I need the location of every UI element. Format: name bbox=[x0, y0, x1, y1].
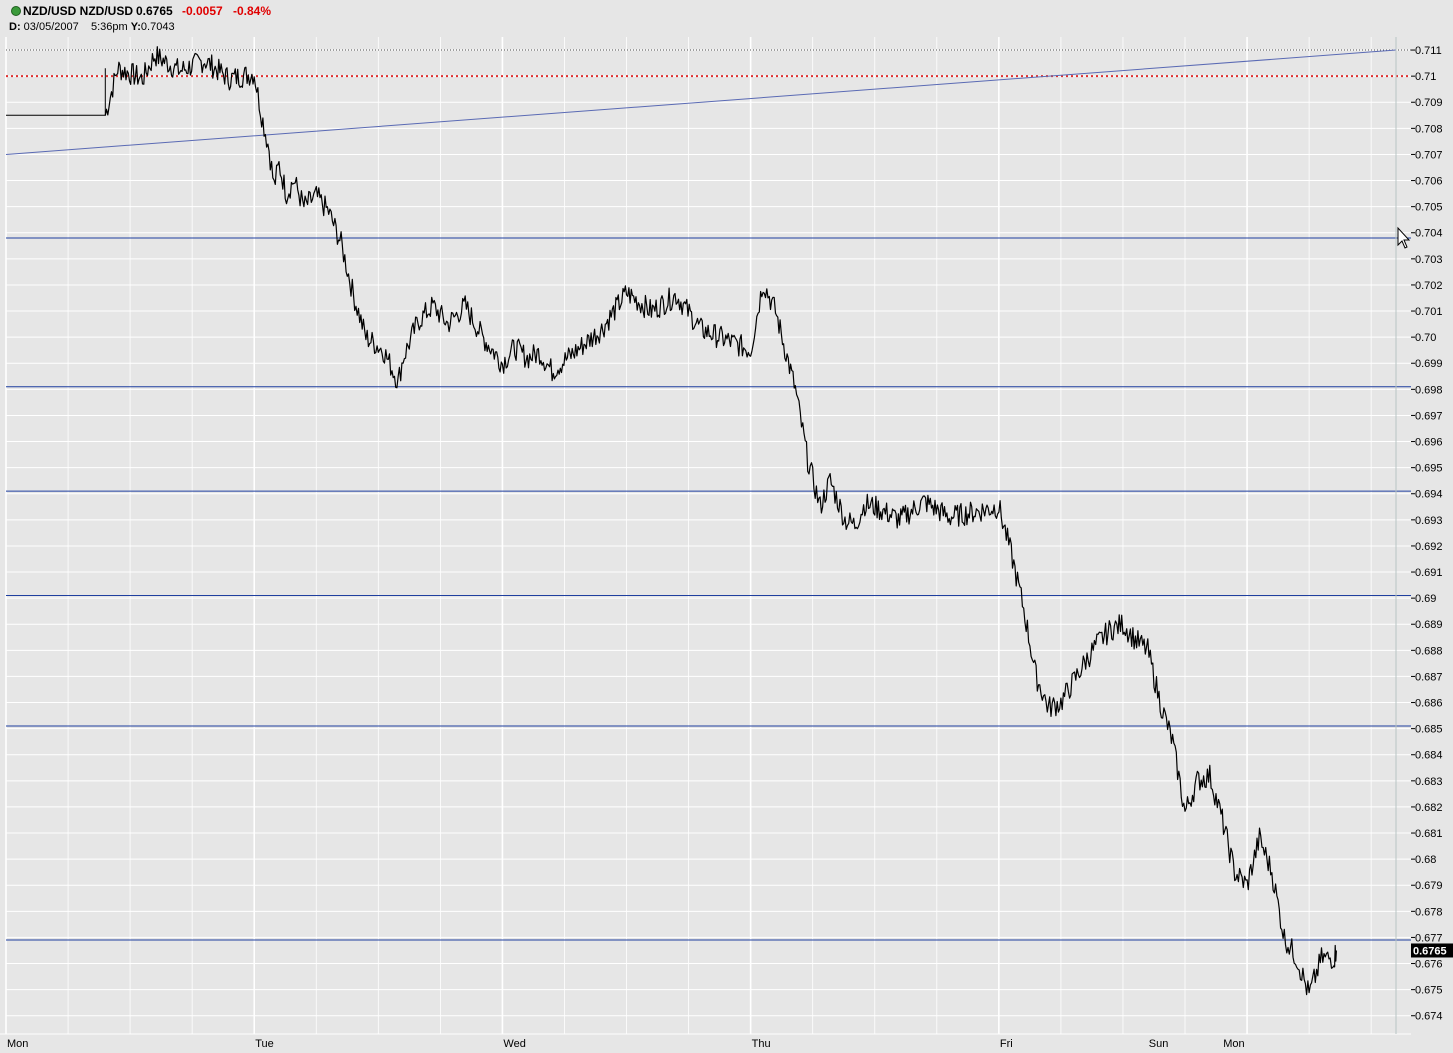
y-tick-label: 0.696 bbox=[1415, 437, 1443, 449]
y-tick-label: 0.706 bbox=[1415, 176, 1443, 188]
y-tick-label: 0.695 bbox=[1415, 463, 1443, 475]
y-tick-label: 0.711 bbox=[1415, 45, 1442, 57]
y-tick-label: 0.679 bbox=[1415, 880, 1443, 892]
cursor-info-line: D: 03/05/2007 5:36pm Y:0.7043 bbox=[9, 21, 175, 33]
chart-header: NZD/USD NZD/USD 0.6765 -0.0057 -0.84% D:… bbox=[0, 0, 1453, 37]
y-tick-label: 0.709 bbox=[1415, 97, 1443, 109]
symbol-label: NZD/USD NZD/USD bbox=[23, 4, 133, 18]
date-label: D: bbox=[9, 21, 21, 33]
last-price: 0.6765 bbox=[136, 4, 173, 18]
pct-change: -0.84% bbox=[233, 4, 272, 18]
y-tick-label: 0.693 bbox=[1415, 515, 1443, 527]
current-value-box bbox=[1411, 943, 1453, 958]
y-tick-label: 0.686 bbox=[1415, 698, 1443, 710]
trendline bbox=[5, 49, 1397, 155]
y-tick-label: 0.697 bbox=[1415, 410, 1443, 422]
y-axis: 0.711 0.71 0.709 0.708 0.707 0.706 0.705 0.704 0… bbox=[1411, 45, 1453, 1023]
horizontal-lines bbox=[5, 49, 1411, 941]
y-tick-label: 0.705 bbox=[1415, 202, 1443, 214]
y-tick-label: 0.694 bbox=[1415, 489, 1443, 501]
price-series bbox=[104, 46, 1337, 996]
y-tick-label: 0.704 bbox=[1415, 228, 1443, 240]
y-tick-label: 0.676 bbox=[1415, 959, 1443, 971]
y-tick-label: 0.707 bbox=[1415, 149, 1443, 161]
y-tick-label: 0.691 bbox=[1415, 567, 1443, 579]
price-line bbox=[104, 46, 1337, 996]
net-change: -0.0057 bbox=[182, 4, 223, 18]
y-tick-label: 0.681 bbox=[1415, 828, 1443, 840]
y-tick-label: 0.674 bbox=[1415, 1011, 1443, 1023]
x-axis-band bbox=[0, 1034, 1453, 1053]
y-tick-label: 0.698 bbox=[1415, 384, 1443, 396]
x-tick-label: Mon bbox=[7, 1038, 28, 1050]
y-tick-label: 0.71 bbox=[1415, 71, 1436, 83]
y-tick-label: 0.678 bbox=[1415, 906, 1443, 918]
y-tick-label: 0.68 bbox=[1415, 854, 1436, 866]
plot-area[interactable] bbox=[6, 37, 1411, 1034]
y-tick-label: 0.703 bbox=[1415, 254, 1443, 266]
x-axis: Mon Tue Wed Thu Fri Sun Mon bbox=[0, 1033, 1453, 1053]
y-tick-label: 0.682 bbox=[1415, 802, 1443, 814]
y-tick-label: 0.687 bbox=[1415, 671, 1443, 683]
mouse-pointer-icon bbox=[1397, 226, 1411, 249]
y-tick-label: 0.685 bbox=[1415, 724, 1443, 736]
x-tick-label: Mon bbox=[1223, 1038, 1244, 1050]
y-tick-label: 0.689 bbox=[1415, 619, 1443, 631]
x-tick-label: Wed bbox=[503, 1038, 525, 1050]
y-tick-label: 0.692 bbox=[1415, 541, 1443, 553]
x-tick-label: Fri bbox=[1000, 1038, 1013, 1050]
y-tick-label: 0.683 bbox=[1415, 776, 1443, 788]
y-tick-label: 0.702 bbox=[1415, 280, 1443, 292]
y-tick-label: 0.675 bbox=[1415, 985, 1443, 997]
y-value: 0.7043 bbox=[140, 21, 175, 33]
y-tick-label: 0.70 bbox=[1415, 332, 1436, 344]
date-value: 03/05/2007 bbox=[23, 21, 79, 33]
y-tick-label: 0.708 bbox=[1415, 123, 1443, 135]
x-tick-label: Tue bbox=[255, 1038, 274, 1050]
y-tick-label: 0.677 bbox=[1415, 932, 1443, 944]
y-label: Y: bbox=[130, 21, 141, 33]
y-tick-label: 0.701 bbox=[1415, 306, 1443, 318]
time-value: 5:36pm bbox=[90, 21, 128, 33]
x-tick-label: Sun bbox=[1149, 1038, 1169, 1050]
y-tick-label: 0.688 bbox=[1415, 645, 1443, 657]
y-tick-label: 0.684 bbox=[1415, 750, 1443, 762]
y-tick-label: 0.699 bbox=[1415, 358, 1443, 370]
x-tick-label: Thu bbox=[752, 1038, 771, 1050]
current-value-label: 0.6765 bbox=[1413, 945, 1447, 957]
status-dot-icon bbox=[11, 6, 21, 16]
y-tick-label: 0.69 bbox=[1415, 593, 1436, 605]
